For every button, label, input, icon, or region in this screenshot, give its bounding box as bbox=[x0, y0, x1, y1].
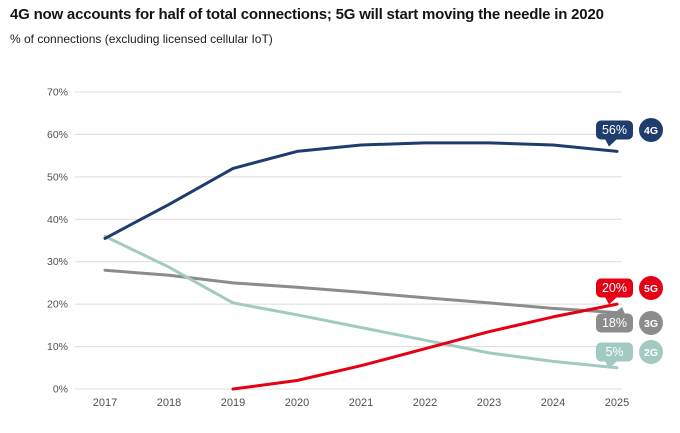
x-axis-tick-label: 2024 bbox=[541, 397, 565, 409]
series-line-4g bbox=[103, 141, 619, 240]
value-bubble bbox=[596, 342, 633, 362]
x-axis-tick-label: 2025 bbox=[605, 397, 629, 409]
series-badge-label: 3G bbox=[644, 318, 658, 330]
value-bubble-label: 18% bbox=[602, 316, 627, 330]
end-label-2g: 5% 2G bbox=[596, 340, 663, 369]
series-badge-2g bbox=[639, 340, 663, 364]
value-bubble-label: 5% bbox=[605, 345, 623, 359]
series-badge-3g bbox=[639, 311, 663, 335]
series-line-3g bbox=[103, 268, 619, 315]
value-bubble bbox=[596, 278, 633, 298]
label-pointer bbox=[605, 297, 617, 305]
y-axis-tick-label: 60% bbox=[47, 129, 68, 141]
series-badge-4g bbox=[639, 118, 663, 142]
chart-title: 4G now accounts for half of total connec… bbox=[10, 6, 604, 23]
x-axis-tick-label: 2022 bbox=[413, 397, 437, 409]
value-bubble-label: 56% bbox=[602, 123, 627, 137]
chart-subtitle: % of connections (excluding licensed cel… bbox=[10, 32, 273, 46]
x-axis-tick-label: 2020 bbox=[285, 397, 309, 409]
value-bubble bbox=[596, 120, 633, 140]
end-label-4g: 56% 4G bbox=[596, 118, 663, 147]
chart-header: 4G now accounts for half of total connec… bbox=[10, 6, 676, 46]
series-badge-5g bbox=[639, 276, 663, 300]
value-bubble-label: 20% bbox=[602, 281, 627, 295]
end-label-5g: 20% 5G bbox=[596, 276, 663, 305]
y-axis-tick-label: 0% bbox=[53, 384, 68, 396]
y-axis-tick-label: 70% bbox=[47, 87, 68, 99]
end-label-3g: 18% 3G bbox=[596, 307, 663, 335]
y-axis-tick-label: 30% bbox=[47, 256, 68, 268]
connections-line-chart: 0% 10% 20% 30% 40% 50% 60% 70% 2017 2018 2019 2020 2… bbox=[47, 87, 663, 409]
x-axis-tick-label: 2021 bbox=[349, 397, 373, 409]
series-badge-label: 2G bbox=[644, 347, 658, 359]
y-axis-tick-label: 20% bbox=[47, 299, 68, 311]
x-axis-tick-label: 2017 bbox=[93, 397, 117, 409]
y-axis-tick-label: 50% bbox=[47, 171, 68, 183]
label-pointer bbox=[613, 307, 625, 314]
x-axis-tick-label: 2023 bbox=[477, 397, 501, 409]
series-line-2g bbox=[103, 234, 619, 370]
series-badge-label: 5G bbox=[644, 283, 658, 295]
x-axis-tick-label: 2019 bbox=[221, 397, 245, 409]
label-pointer bbox=[605, 139, 617, 147]
value-bubble bbox=[596, 313, 633, 333]
y-axis-tick-label: 10% bbox=[47, 341, 68, 353]
series-badge-label: 4G bbox=[644, 125, 658, 137]
label-pointer bbox=[605, 361, 617, 369]
x-axis-tick-label: 2018 bbox=[157, 397, 181, 409]
series-line-5g bbox=[231, 302, 619, 391]
y-axis-tick-label: 40% bbox=[47, 214, 68, 226]
